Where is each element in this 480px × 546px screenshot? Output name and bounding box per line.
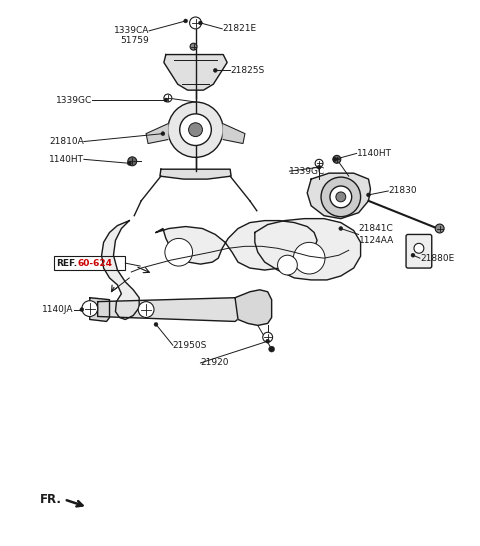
Circle shape — [315, 159, 323, 167]
Circle shape — [277, 255, 297, 275]
Circle shape — [128, 157, 137, 166]
Text: 21920: 21920 — [201, 358, 229, 367]
Polygon shape — [235, 290, 272, 325]
Text: 21880E: 21880E — [420, 254, 454, 263]
Circle shape — [127, 161, 131, 165]
Circle shape — [321, 177, 360, 217]
Text: 1124AA: 1124AA — [359, 236, 394, 245]
Text: 21825S: 21825S — [230, 66, 264, 75]
Polygon shape — [102, 221, 139, 319]
Text: 21841C: 21841C — [359, 224, 394, 233]
Circle shape — [161, 132, 165, 135]
Text: FR.: FR. — [40, 493, 62, 506]
Text: 51759: 51759 — [120, 36, 149, 45]
Polygon shape — [223, 124, 245, 144]
Circle shape — [317, 165, 321, 169]
Text: 21950S: 21950S — [173, 341, 207, 349]
Circle shape — [164, 98, 168, 102]
Circle shape — [293, 242, 325, 274]
Text: 1339GC: 1339GC — [289, 167, 325, 176]
Text: 1339GC: 1339GC — [56, 96, 92, 104]
Circle shape — [333, 157, 337, 161]
Text: 1140HT: 1140HT — [49, 155, 84, 164]
Text: 21810A: 21810A — [49, 137, 84, 146]
Circle shape — [213, 68, 217, 73]
Text: 60-624: 60-624 — [78, 259, 113, 268]
Circle shape — [189, 123, 203, 136]
Bar — [54, 256, 125, 270]
Circle shape — [138, 301, 154, 317]
Circle shape — [269, 346, 275, 352]
Polygon shape — [90, 298, 109, 322]
Circle shape — [80, 307, 84, 312]
Text: 1140JA: 1140JA — [42, 305, 74, 314]
Circle shape — [367, 193, 371, 197]
Text: 21821E: 21821E — [222, 25, 256, 33]
Circle shape — [164, 94, 172, 102]
FancyBboxPatch shape — [406, 234, 432, 268]
Circle shape — [199, 21, 203, 25]
Circle shape — [168, 102, 223, 157]
Polygon shape — [156, 221, 317, 270]
Circle shape — [333, 156, 341, 163]
Circle shape — [154, 323, 158, 327]
Polygon shape — [146, 124, 168, 144]
Text: 1339CA: 1339CA — [114, 26, 149, 35]
Circle shape — [190, 43, 197, 50]
Polygon shape — [255, 218, 360, 280]
Circle shape — [336, 192, 346, 202]
Text: 1140HT: 1140HT — [357, 149, 392, 158]
Circle shape — [330, 186, 352, 208]
Text: REF.: REF. — [56, 259, 77, 268]
Circle shape — [190, 17, 202, 29]
Polygon shape — [164, 55, 227, 90]
Circle shape — [184, 19, 188, 23]
Polygon shape — [307, 173, 371, 218]
Polygon shape — [160, 169, 231, 179]
Circle shape — [165, 239, 192, 266]
Circle shape — [82, 301, 97, 317]
Circle shape — [266, 339, 270, 343]
Text: 21830: 21830 — [388, 187, 417, 195]
Circle shape — [339, 227, 343, 230]
Circle shape — [263, 333, 273, 342]
Circle shape — [414, 244, 424, 253]
Circle shape — [180, 114, 211, 145]
Circle shape — [435, 224, 444, 233]
Polygon shape — [97, 298, 240, 322]
Circle shape — [411, 253, 415, 257]
